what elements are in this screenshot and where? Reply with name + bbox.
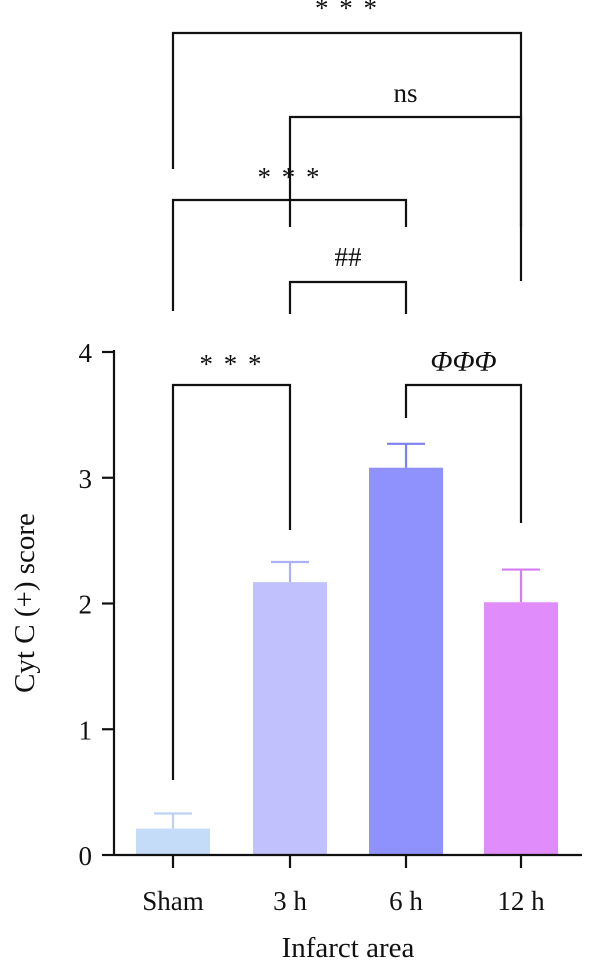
significance-label: * * * <box>258 162 322 192</box>
x-axis-ticks: Sham 3 h 6 h 12 h <box>142 855 545 916</box>
y-tick-label: 0 <box>79 841 93 871</box>
y-tick-label: 3 <box>79 464 93 494</box>
bars <box>136 442 558 855</box>
significance-bracket <box>171 383 292 780</box>
significance-bracket <box>288 280 408 314</box>
bar-3h <box>253 582 327 855</box>
x-axis-title: Infarct area <box>282 932 415 963</box>
bar-12h <box>484 602 558 855</box>
x-tick-label: Sham <box>142 886 204 916</box>
x-tick-label: 6 h <box>389 886 423 916</box>
y-tick-label: 1 <box>79 715 93 745</box>
significance-label: ΦΦΦ <box>430 346 496 378</box>
y-tick-label: 2 <box>79 590 93 620</box>
significance-bracket <box>171 31 523 281</box>
y-axis-title: Cyt C (+) score <box>9 513 41 693</box>
significance-bracket <box>404 383 523 523</box>
bar-6h <box>369 467 443 855</box>
significance-label: ns <box>393 78 417 108</box>
y-axis-ticks: 0 1 2 3 4 <box>79 338 114 871</box>
significance-brackets: * * * ΦΦΦ ## * * * ns * * * <box>171 0 523 780</box>
x-tick-label: 3 h <box>273 886 307 916</box>
y-tick-label: 4 <box>79 338 93 368</box>
significance-label: * * * <box>200 349 264 379</box>
significance-label: * * * <box>315 0 379 23</box>
significance-label: ## <box>335 242 363 272</box>
bar-sham <box>136 828 210 855</box>
x-tick-label: 12 h <box>497 886 545 916</box>
